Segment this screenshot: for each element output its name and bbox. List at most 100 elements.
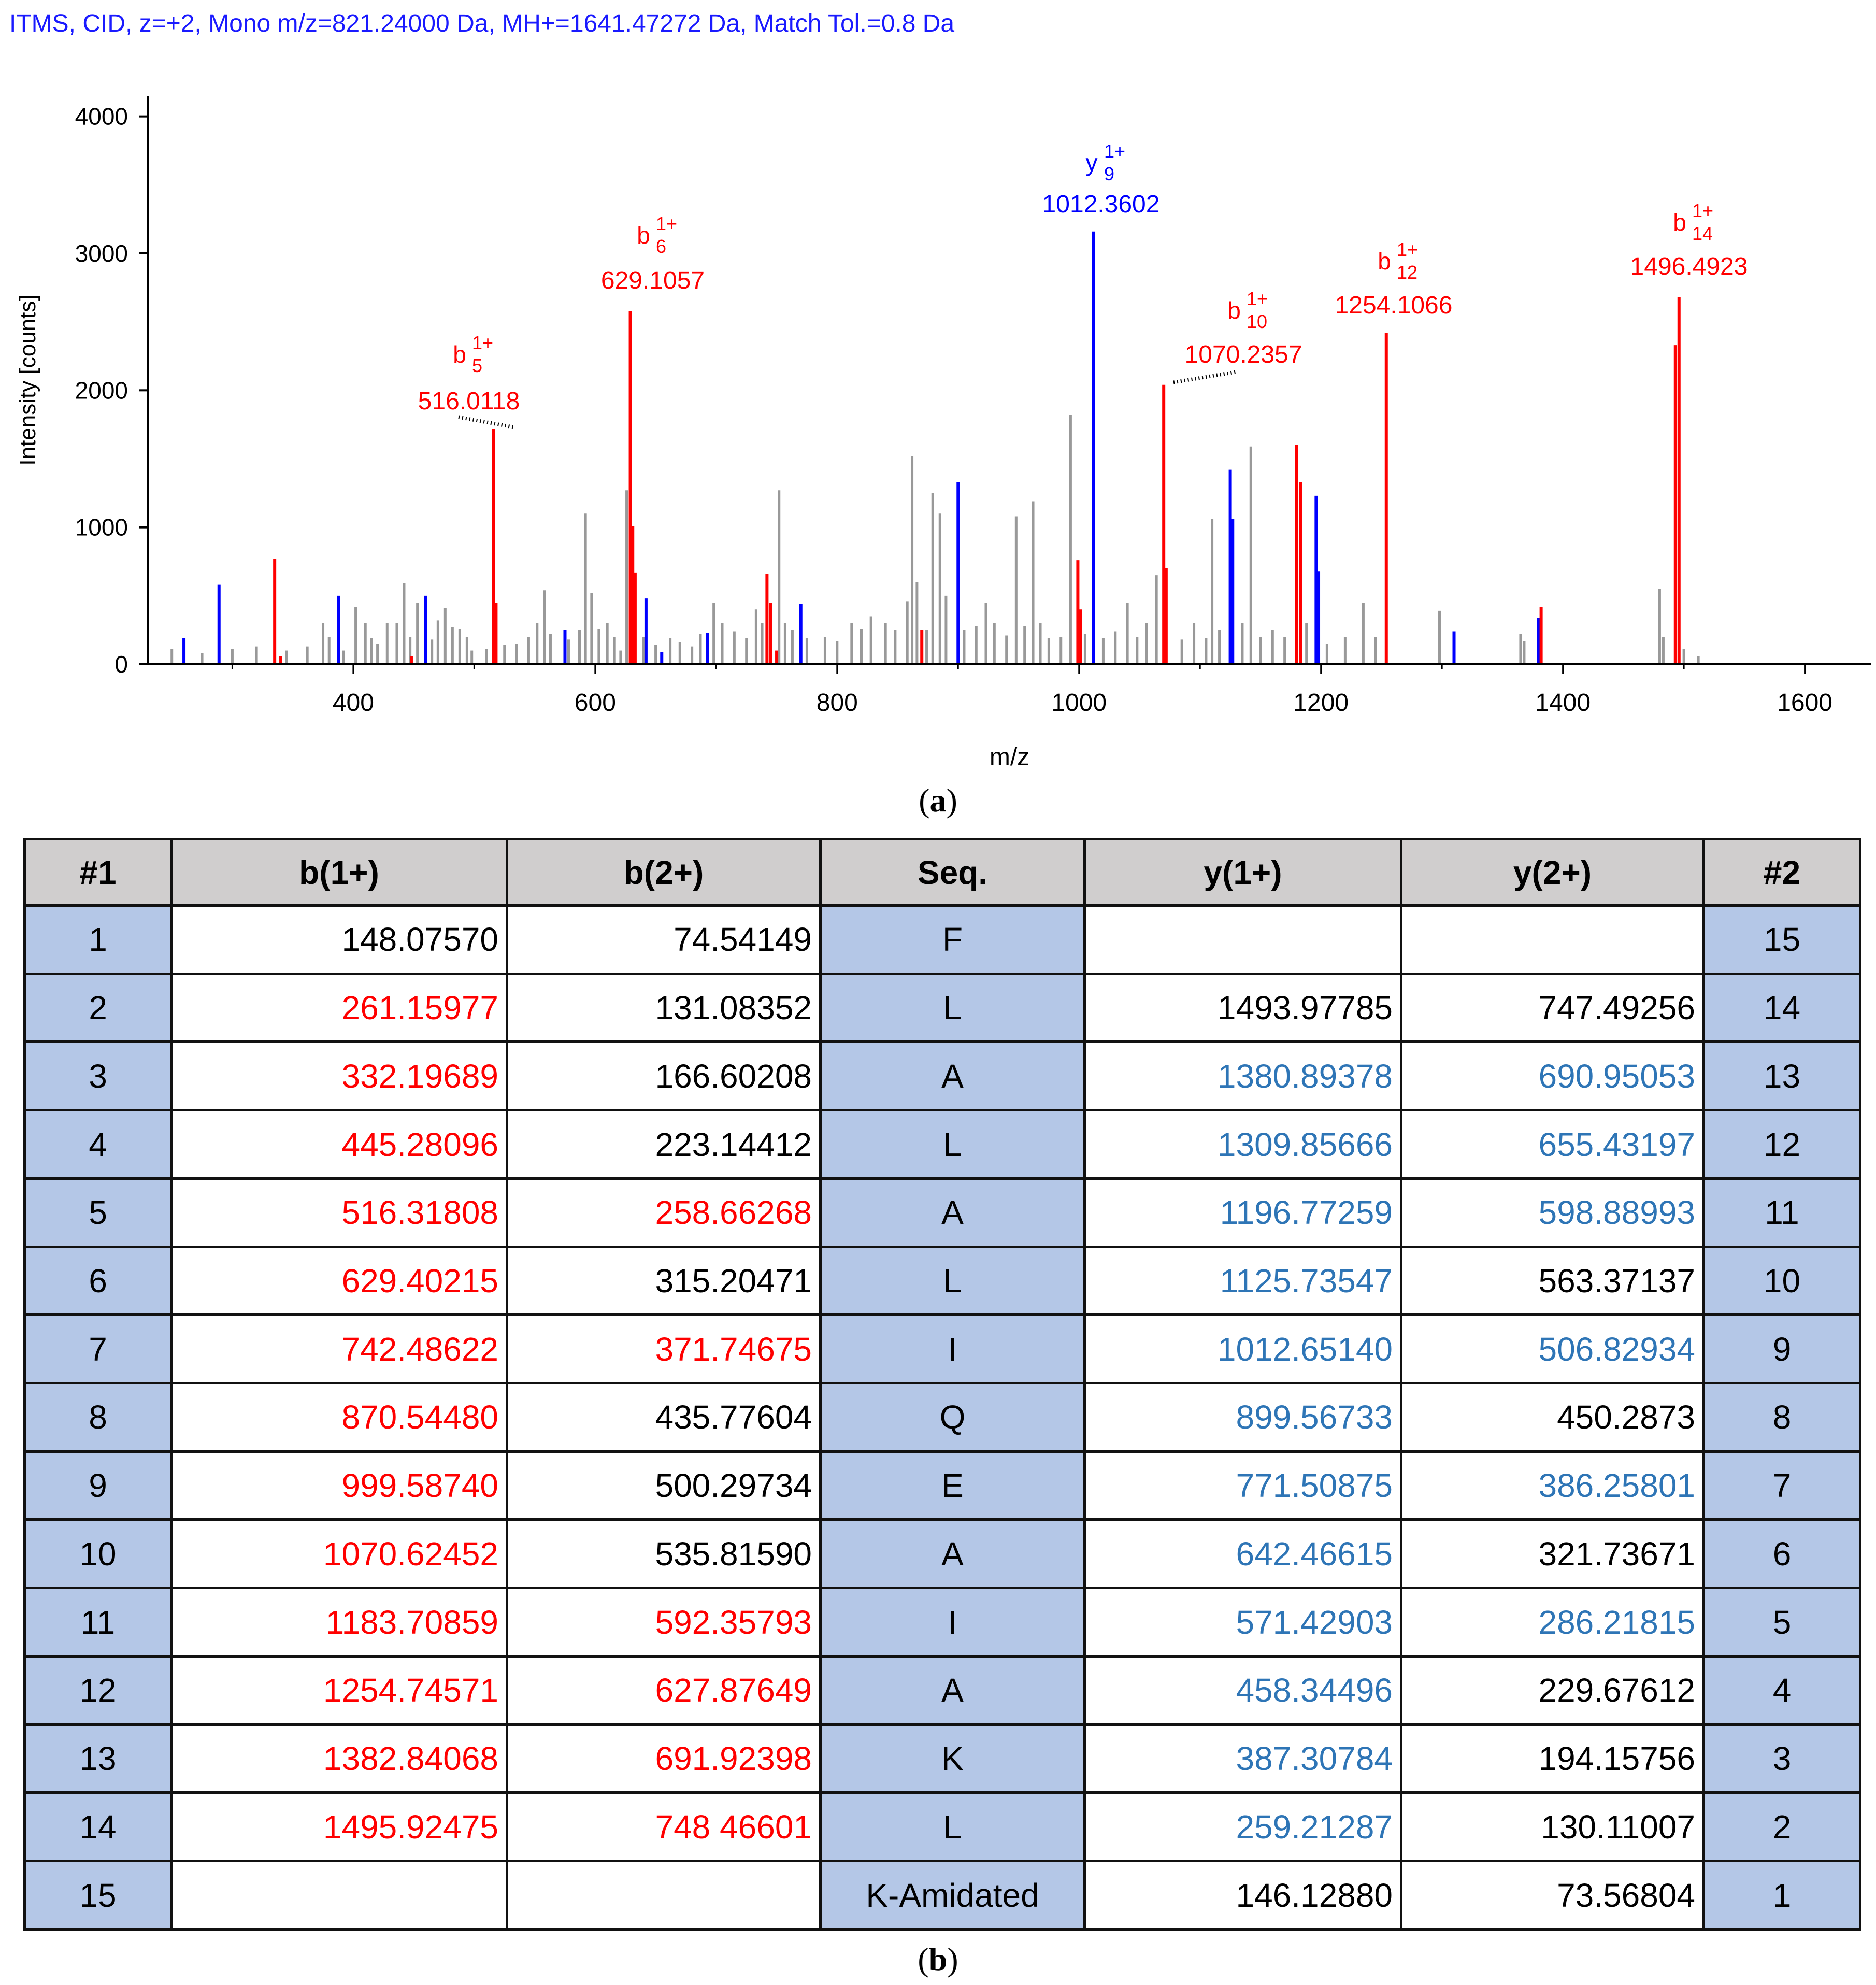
cell-index-2: 12 [1702, 1109, 1861, 1180]
cell-index-2: 6 [1702, 1518, 1861, 1590]
cell-y2: 598.88993 [1400, 1177, 1705, 1248]
column-header: y(1+) [1083, 838, 1402, 907]
table-row: 6 629.40215 315.20471 L 1125.73547 563.37137 1… [23, 1245, 1861, 1317]
table-row: 7 742.48622 371.74675 I 1012.65140 506.82934 9 [23, 1313, 1861, 1385]
cell-y2: 286.21815 [1400, 1587, 1705, 1658]
cell-sequence: L [819, 1245, 1086, 1317]
cell-y1: 1125.73547 [1083, 1245, 1402, 1317]
table-row: 12 1254.74571 627.87649 A 458.34496 229.67612… [23, 1654, 1861, 1726]
ion-label: b [453, 341, 466, 368]
peak-mz-label: 1496.4923 [1630, 253, 1748, 280]
cell-index-1: 15 [23, 1860, 173, 1931]
ion-label: b [1227, 297, 1241, 324]
column-header: #1 [23, 838, 173, 907]
ion-subscript: 5 [472, 355, 482, 376]
cell-index-2: 15 [1702, 904, 1861, 975]
cell-y1 [1083, 904, 1402, 975]
cell-y1: 571.42903 [1083, 1587, 1402, 1658]
cell-sequence: I [819, 1587, 1086, 1658]
column-header: Seq. [819, 838, 1086, 907]
cell-y1: 146.12880 [1083, 1860, 1402, 1931]
cell-sequence: Q [819, 1382, 1086, 1453]
cell-b2 [506, 1860, 822, 1931]
ion-subscript: 9 [1104, 163, 1114, 184]
cell-index-1: 2 [23, 972, 173, 1044]
table-header-row: #1 b(1+) b(2+) Seq. y(1+) y(2+) #2 [23, 838, 1861, 907]
cell-index-1: 5 [23, 1177, 173, 1248]
cell-y1: 642.46615 [1083, 1518, 1402, 1590]
cell-b2: 371.74675 [506, 1313, 822, 1385]
cell-sequence: E [819, 1450, 1086, 1521]
cell-b2: 74.54149 [506, 904, 822, 975]
x-tick-label: 1000 [1051, 689, 1107, 717]
cell-b1: 261.15977 [170, 972, 508, 1044]
y-tick-label: 1000 [75, 514, 128, 541]
cell-b2: 535.81590 [506, 1518, 822, 1590]
ion-label: y [1086, 149, 1098, 176]
table-row: 5 516.31808 258.66268 A 1196.77259 598.88993 1… [23, 1177, 1861, 1248]
cell-b1: 148.07570 [170, 904, 508, 975]
x-tick-label: 1600 [1777, 689, 1832, 717]
cell-b2: 500.29734 [506, 1450, 822, 1521]
column-header: b(1+) [170, 838, 508, 907]
cell-b2: 592.35793 [506, 1587, 822, 1658]
cell-index-1: 4 [23, 1109, 173, 1180]
x-axis-label: m/z [990, 744, 1029, 771]
annotation-connector [458, 415, 516, 430]
cell-y2 [1400, 904, 1705, 975]
cell-b2: 258.66268 [506, 1177, 822, 1248]
ion-superscript: 1+ [1692, 200, 1713, 221]
peak-mz-label: 1254.1066 [1335, 292, 1453, 319]
y-tick-label: 2000 [75, 377, 128, 404]
cell-b1 [170, 1860, 508, 1931]
cell-sequence: L [819, 1109, 1086, 1180]
cell-b1: 1495.92475 [170, 1791, 508, 1863]
cell-index-2: 14 [1702, 972, 1861, 1044]
cell-index-2: 2 [1702, 1791, 1861, 1863]
cell-index-2: 10 [1702, 1245, 1861, 1317]
cell-b2: 131.08352 [506, 972, 822, 1044]
cell-index-1: 12 [23, 1654, 173, 1726]
cell-b2: 166.60208 [506, 1040, 822, 1112]
cell-index-1: 13 [23, 1723, 173, 1794]
cell-b1: 870.54480 [170, 1382, 508, 1453]
ion-label: b [637, 222, 650, 249]
cell-sequence: K [819, 1723, 1086, 1794]
table-row: 9 999.58740 500.29734 E 771.50875 386.25801 7 [23, 1450, 1861, 1521]
x-tick-label: 800 [817, 689, 858, 717]
y-tick-label: 3000 [75, 240, 128, 267]
cell-y2: 321.73671 [1400, 1518, 1705, 1590]
column-header: #2 [1702, 838, 1861, 907]
cell-index-2: 5 [1702, 1587, 1861, 1658]
cell-y1: 899.56733 [1083, 1382, 1402, 1453]
cell-b1: 999.58740 [170, 1450, 508, 1521]
cell-b1: 629.40215 [170, 1245, 508, 1317]
ion-subscript: 10 [1247, 311, 1267, 332]
ion-subscript: 14 [1692, 223, 1713, 244]
cell-index-2: 13 [1702, 1040, 1861, 1112]
x-tick-label: 1200 [1293, 689, 1349, 717]
ion-superscript: 1+ [472, 332, 493, 353]
cell-b2: 748 46601 [506, 1791, 822, 1863]
cell-sequence: A [819, 1040, 1086, 1112]
cell-y1: 387.30784 [1083, 1723, 1402, 1794]
cell-b2: 691.92398 [506, 1723, 822, 1794]
cell-index-2: 7 [1702, 1450, 1861, 1521]
peak-mz-label: 629.1057 [601, 267, 705, 294]
cell-y2: 747.49256 [1400, 972, 1705, 1044]
ion-label: b [1378, 248, 1391, 275]
cell-b2: 315.20471 [506, 1245, 822, 1317]
cell-index-1: 8 [23, 1382, 173, 1453]
cell-index-1: 6 [23, 1245, 173, 1317]
cell-y2: 73.56804 [1400, 1860, 1705, 1931]
table-row: 10 1070.62452 535.81590 A 642.46615 321.73671… [23, 1518, 1861, 1590]
cell-y1: 1196.77259 [1083, 1177, 1402, 1248]
cell-sequence: F [819, 904, 1086, 975]
y-tick-label: 4000 [75, 103, 128, 130]
cell-sequence: K-Amidated [819, 1860, 1086, 1931]
peak-mz-label: 516.0118 [418, 388, 520, 415]
cell-index-1: 10 [23, 1518, 173, 1590]
cell-b1: 1070.62452 [170, 1518, 508, 1590]
cell-sequence: A [819, 1518, 1086, 1590]
cell-y2: 506.82934 [1400, 1313, 1705, 1385]
